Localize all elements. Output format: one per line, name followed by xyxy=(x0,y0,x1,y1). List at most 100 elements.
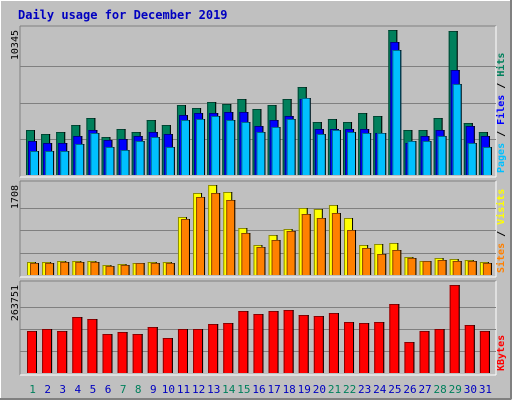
bar-pages-day-1 xyxy=(30,151,39,175)
bar-sites-day-5 xyxy=(90,262,100,275)
bar-sites-day-4 xyxy=(75,262,85,275)
day-25-requests xyxy=(388,30,402,175)
day-6-requests xyxy=(101,137,115,175)
bar-sites-day-8 xyxy=(135,263,145,275)
bar-pages-day-19 xyxy=(301,98,311,175)
bar-pages-day-29 xyxy=(452,84,462,175)
x-tick-label-16: 16 xyxy=(252,383,265,396)
x-tick-label-20: 20 xyxy=(313,383,326,396)
bar-sites-day-14 xyxy=(226,200,236,275)
x-tick-label-13: 13 xyxy=(207,383,220,396)
day-19-visits xyxy=(298,208,311,275)
bar-kbytes-day-21 xyxy=(328,313,339,373)
bar-pages-day-25 xyxy=(392,50,402,175)
bar-kbytes-day-20 xyxy=(313,316,324,373)
x-tick-label-14: 14 xyxy=(222,383,236,396)
day-17-kbytes xyxy=(268,311,279,373)
x-tick-label-26: 26 xyxy=(403,383,416,396)
day-7-kbytes xyxy=(117,332,128,373)
x-tick-label-17: 17 xyxy=(267,383,280,396)
bar-kbytes-day-15 xyxy=(238,311,249,373)
x-tick-label-12: 12 xyxy=(192,383,205,396)
bar-kbytes-day-30 xyxy=(464,325,475,373)
x-axis-labels: 1 2 3 4 5 6 7 8 9 10 11 12 13 14 15 16 17 18 19 20 21 22 23 24 2… xyxy=(29,383,492,396)
legend-item-pages: Pages xyxy=(496,143,507,173)
day-13-requests xyxy=(207,102,221,175)
day-20-requests xyxy=(312,122,326,175)
legend-requests: Pages / Files / Hits xyxy=(495,53,507,173)
x-tick-label-10: 10 xyxy=(162,383,175,396)
day-28-requests xyxy=(433,118,447,175)
day-4-kbytes xyxy=(72,317,83,373)
bar-kbytes-day-8 xyxy=(132,334,143,373)
panels-layer: 10345 Pages / Files / Hits 1708 Sites / Vis… xyxy=(10,25,507,376)
bar-kbytes-day-6 xyxy=(102,334,113,373)
x-tick-label-9: 9 xyxy=(150,383,157,396)
day-1-requests xyxy=(26,130,39,175)
day-7-visits xyxy=(117,264,130,275)
legend-item-files: Files xyxy=(495,95,507,125)
day-10-requests xyxy=(161,125,175,175)
x-tick-label-30: 30 xyxy=(464,383,477,396)
day-1-kbytes xyxy=(27,331,37,373)
bar-pages-day-5 xyxy=(90,133,100,175)
panel-visits: 1708 Sites / Visits xyxy=(10,180,507,278)
bar-sites-day-13 xyxy=(211,193,221,275)
day-9-visits xyxy=(147,262,160,275)
x-tick-label-25: 25 xyxy=(388,383,401,396)
x-tick-label-22: 22 xyxy=(343,383,356,396)
day-21-kbytes xyxy=(328,313,339,373)
day-15-requests xyxy=(237,99,251,175)
bar-kbytes-day-29 xyxy=(449,285,460,373)
bar-kbytes-day-19 xyxy=(298,315,309,373)
day-22-visits xyxy=(344,218,357,275)
x-tick-label-24: 24 xyxy=(373,383,387,396)
bar-pages-day-11 xyxy=(180,120,190,175)
bar-pages-day-27 xyxy=(422,141,432,175)
day-30-requests xyxy=(463,123,477,175)
day-28-kbytes xyxy=(434,329,445,373)
day-29-visits xyxy=(449,259,462,275)
day-13-visits xyxy=(208,185,221,275)
day-16-visits xyxy=(253,245,266,275)
legend-item-hits: Hits xyxy=(495,53,507,77)
day-19-kbytes xyxy=(298,315,309,373)
day-26-visits xyxy=(404,257,417,275)
day-11-requests xyxy=(176,105,190,175)
day-6-visits xyxy=(102,265,115,275)
day-7-requests xyxy=(116,129,130,175)
bar-kbytes-day-26 xyxy=(404,342,415,373)
bar-sites-day-3 xyxy=(60,262,70,275)
bar-sites-day-1 xyxy=(30,263,39,275)
day-18-requests xyxy=(282,99,296,175)
bar-sites-day-12 xyxy=(196,197,206,275)
day-17-requests xyxy=(267,105,281,175)
day-31-kbytes xyxy=(479,331,490,373)
day-31-visits xyxy=(479,262,492,275)
bar-sites-day-10 xyxy=(165,263,175,275)
bar-sites-day-22 xyxy=(347,230,357,275)
bar-sites-day-16 xyxy=(256,247,266,275)
bar-pages-day-16 xyxy=(256,132,266,175)
day-5-kbytes xyxy=(87,319,98,373)
x-tick-label-1: 1 xyxy=(29,383,36,396)
bar-kbytes-day-27 xyxy=(419,331,430,373)
bar-pages-day-30 xyxy=(467,143,477,175)
x-tick-label-11: 11 xyxy=(177,383,190,396)
day-30-kbytes xyxy=(464,325,475,373)
bar-sites-day-15 xyxy=(241,233,251,275)
day-2-kbytes xyxy=(42,329,53,373)
day-20-kbytes xyxy=(313,316,324,373)
bar-sites-day-25 xyxy=(392,250,402,275)
bar-sites-day-19 xyxy=(301,214,311,275)
day-14-kbytes xyxy=(223,323,234,373)
x-tick-label-2: 2 xyxy=(44,383,51,396)
bar-kbytes-day-2 xyxy=(42,329,53,373)
day-18-visits xyxy=(283,229,296,275)
x-tick-label-23: 23 xyxy=(358,383,371,396)
bar-kbytes-day-23 xyxy=(359,323,370,373)
bar-sites-day-20 xyxy=(316,218,326,275)
day-3-visits xyxy=(57,261,70,275)
bar-kbytes-day-5 xyxy=(87,319,98,373)
